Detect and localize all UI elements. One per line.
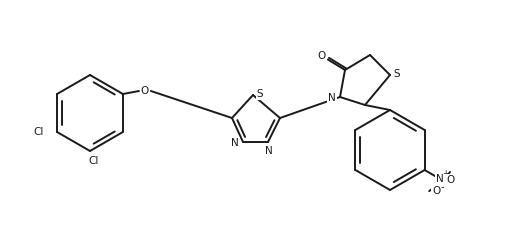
Text: Cl: Cl: [89, 156, 99, 166]
Text: O: O: [446, 175, 454, 185]
Text: S: S: [257, 89, 263, 99]
Text: O: O: [432, 186, 441, 196]
Text: O: O: [318, 51, 326, 61]
Text: S: S: [394, 69, 401, 79]
Text: N: N: [265, 146, 273, 156]
Text: +: +: [442, 170, 448, 178]
Text: N: N: [437, 174, 444, 184]
Text: N: N: [231, 138, 239, 148]
Text: N: N: [328, 93, 336, 103]
Text: O: O: [141, 86, 149, 96]
Text: Cl: Cl: [34, 127, 44, 137]
Text: -: -: [441, 182, 444, 192]
